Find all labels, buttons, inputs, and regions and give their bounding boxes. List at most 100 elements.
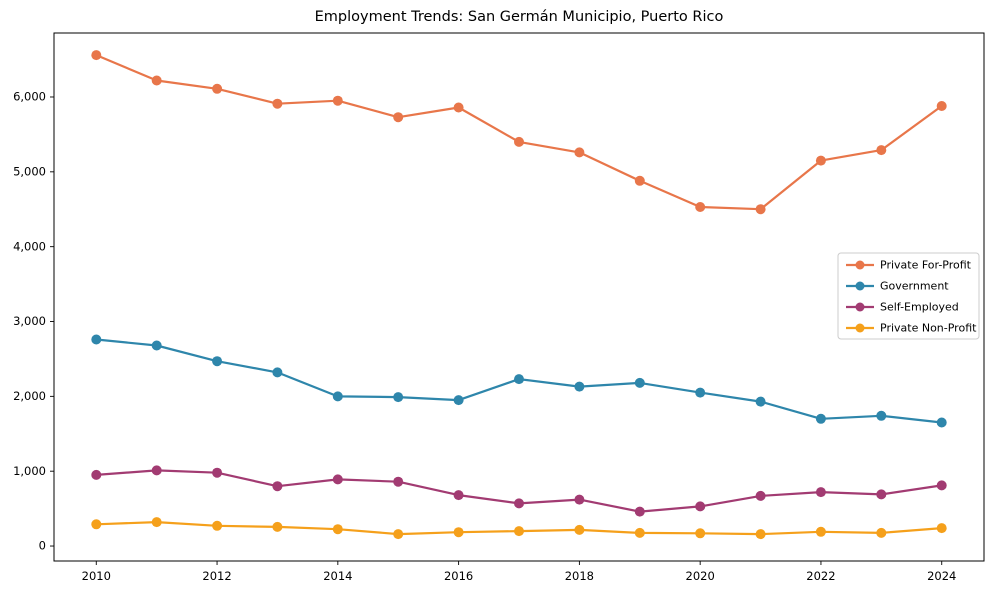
data-point-private-for-profit-2015: [393, 112, 404, 123]
data-point-government-2013: [272, 367, 283, 378]
data-point-private-non-profit-2012: [212, 520, 223, 531]
series-government: [91, 334, 947, 428]
data-point-self-employed-2015: [393, 476, 404, 487]
data-point-government-2016: [453, 395, 464, 406]
legend-marker-government: [855, 281, 865, 291]
data-point-self-employed-2016: [453, 490, 464, 501]
y-tick-label: 3,000: [13, 314, 46, 328]
x-tick-label: 2016: [444, 569, 473, 583]
data-point-government-2024: [936, 417, 947, 428]
legend-marker-self-employed: [855, 302, 865, 312]
legend-item-private-non-profit: Private Non-Profit: [846, 322, 977, 335]
data-point-self-employed-2024: [936, 480, 947, 491]
data-point-private-for-profit-2014: [332, 95, 343, 106]
data-point-self-employed-2010: [91, 469, 102, 480]
data-point-private-for-profit-2020: [695, 202, 706, 212]
data-point-private-non-profit-2021: [755, 529, 766, 540]
data-point-private-for-profit-2012: [212, 83, 223, 94]
legend-box: [837, 252, 980, 340]
data-point-private-non-profit-2023: [876, 527, 887, 538]
x-tick-label: 2018: [565, 569, 594, 583]
data-point-private-non-profit-2016: [453, 527, 464, 538]
legend-label-private-for-profit: Private For-Profit: [880, 259, 972, 272]
data-point-private-for-profit-2021: [755, 204, 766, 215]
data-point-private-non-profit-2010: [91, 519, 102, 530]
data-point-government-2014: [332, 391, 343, 402]
data-point-private-for-profit-2019: [634, 175, 645, 186]
data-point-government-2019: [634, 377, 645, 388]
series-self-employed: [91, 465, 947, 517]
legend-label-self-employed: Self-Employed: [880, 301, 959, 314]
data-point-government-2017: [514, 374, 524, 385]
data-point-government-2010: [91, 334, 102, 345]
data-point-private-for-profit-2013: [272, 98, 283, 109]
y-tick-label: 4,000: [13, 239, 46, 253]
data-point-private-non-profit-2014: [332, 524, 343, 535]
legend: Private For-Profit Government Self-Employe…: [837, 252, 980, 340]
data-point-private-non-profit-2024: [936, 523, 947, 534]
data-point-private-for-profit-2024: [936, 101, 947, 111]
x-tick-label: 2010: [82, 569, 111, 583]
data-point-self-employed-2017: [514, 498, 524, 509]
data-point-government-2020: [695, 387, 706, 398]
x-tick-label: 2014: [323, 569, 352, 583]
data-point-self-employed-2011: [151, 465, 162, 476]
data-point-private-non-profit-2011: [151, 517, 162, 528]
x-tick-label: 2020: [686, 569, 715, 583]
legend-item-self-employed: Self-Employed: [846, 301, 959, 314]
legend-label-government: Government: [880, 280, 949, 293]
y-tick-label: 6,000: [13, 90, 46, 104]
data-point-government-2021: [755, 396, 766, 407]
chart-title: Employment Trends: San Germán Municipio,…: [314, 9, 724, 25]
x-tick-label: 2012: [202, 569, 231, 583]
data-point-private-for-profit-2011: [151, 75, 162, 86]
data-point-self-employed-2013: [272, 481, 283, 492]
data-point-self-employed-2022: [815, 487, 826, 498]
data-point-private-non-profit-2022: [815, 526, 826, 537]
data-point-private-for-profit-2018: [574, 147, 585, 158]
data-point-private-for-profit-2022: [815, 155, 826, 166]
y-tick-label: 0: [39, 539, 46, 553]
y-axis: 0 1,000 2,000 3,000 4,000 5,000 6,000: [13, 90, 54, 553]
data-point-self-employed-2018: [574, 494, 585, 505]
series-private-for-profit: [91, 50, 947, 215]
legend-marker-private-for-profit: [855, 260, 865, 270]
data-point-private-non-profit-2017: [514, 526, 524, 537]
data-point-self-employed-2014: [332, 474, 343, 485]
data-point-private-non-profit-2019: [634, 527, 645, 538]
x-tick-label: 2022: [806, 569, 835, 583]
data-point-private-non-profit-2013: [272, 521, 283, 532]
data-point-private-for-profit-2016: [453, 102, 464, 113]
data-point-private-non-profit-2018: [574, 524, 585, 535]
data-point-self-employed-2020: [695, 501, 706, 512]
data-point-private-for-profit-2023: [876, 145, 887, 156]
data-point-government-2023: [876, 410, 887, 421]
data-point-private-for-profit-2017: [514, 136, 524, 147]
data-point-self-employed-2021: [755, 490, 766, 501]
plot-border: [53, 32, 985, 562]
legend-label-private-non-profit: Private Non-Profit: [880, 322, 977, 335]
data-point-private-non-profit-2020: [695, 528, 706, 539]
x-tick-label: 2024: [927, 569, 956, 583]
data-point-government-2012: [212, 356, 223, 367]
data-point-self-employed-2019: [634, 506, 645, 517]
series-line-private-for-profit: [95, 54, 943, 211]
data-point-government-2011: [151, 340, 162, 351]
legend-item-government: Government: [846, 280, 949, 293]
data-point-government-2015: [393, 392, 404, 403]
y-tick-label: 2,000: [13, 389, 46, 403]
data-point-private-non-profit-2015: [393, 529, 404, 540]
data-point-government-2018: [574, 381, 585, 392]
y-tick-label: 1,000: [13, 464, 46, 478]
data-point-self-employed-2023: [876, 489, 887, 500]
legend-item-private-for-profit: Private For-Profit: [846, 259, 972, 272]
series-private-non-profit: [91, 517, 947, 540]
data-point-private-for-profit-2010: [91, 50, 102, 61]
y-tick-label: 5,000: [13, 165, 46, 179]
legend-marker-private-non-profit: [855, 323, 865, 333]
data-point-self-employed-2012: [212, 467, 223, 478]
data-point-government-2022: [815, 413, 826, 424]
x-axis: 2010 2012 2014 2016 2018 2020 2022 2024: [82, 561, 956, 583]
